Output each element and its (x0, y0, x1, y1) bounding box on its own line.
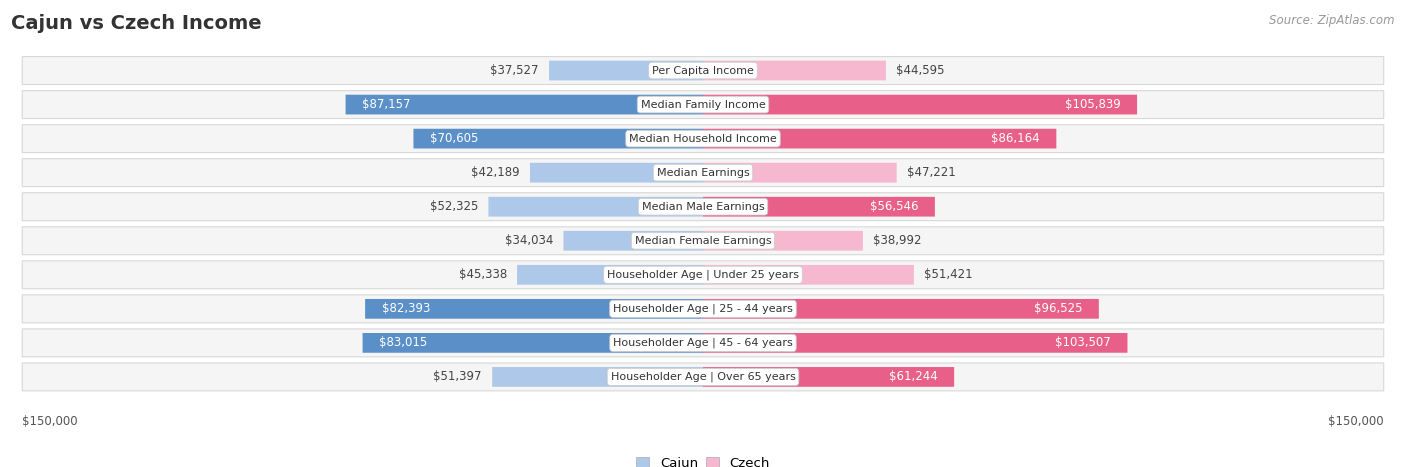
Text: $44,595: $44,595 (896, 64, 945, 77)
FancyBboxPatch shape (703, 231, 863, 251)
FancyBboxPatch shape (564, 231, 703, 251)
Text: $61,244: $61,244 (889, 370, 938, 383)
Text: $83,015: $83,015 (380, 336, 427, 349)
Text: $52,325: $52,325 (430, 200, 478, 213)
FancyBboxPatch shape (22, 57, 1384, 85)
FancyBboxPatch shape (703, 61, 886, 80)
FancyBboxPatch shape (488, 197, 703, 217)
Text: Householder Age | 45 - 64 years: Householder Age | 45 - 64 years (613, 338, 793, 348)
FancyBboxPatch shape (22, 193, 1384, 221)
Text: $38,992: $38,992 (873, 234, 922, 247)
FancyBboxPatch shape (413, 129, 703, 149)
FancyBboxPatch shape (22, 295, 1384, 323)
Text: Source: ZipAtlas.com: Source: ZipAtlas.com (1270, 14, 1395, 27)
Text: $47,221: $47,221 (907, 166, 956, 179)
Text: $86,164: $86,164 (991, 132, 1040, 145)
Text: $103,507: $103,507 (1056, 336, 1111, 349)
Text: $105,839: $105,839 (1064, 98, 1121, 111)
Text: Median Household Income: Median Household Income (628, 134, 778, 144)
Text: $96,525: $96,525 (1033, 302, 1083, 315)
Text: $82,393: $82,393 (381, 302, 430, 315)
FancyBboxPatch shape (703, 197, 935, 217)
FancyBboxPatch shape (492, 367, 703, 387)
FancyBboxPatch shape (550, 61, 703, 80)
Legend: Cajun, Czech: Cajun, Czech (636, 457, 770, 467)
Text: Householder Age | 25 - 44 years: Householder Age | 25 - 44 years (613, 304, 793, 314)
Text: $42,189: $42,189 (471, 166, 520, 179)
FancyBboxPatch shape (517, 265, 703, 285)
FancyBboxPatch shape (530, 163, 703, 183)
Text: Cajun vs Czech Income: Cajun vs Czech Income (11, 14, 262, 33)
Text: Median Male Earnings: Median Male Earnings (641, 202, 765, 212)
Text: $34,034: $34,034 (505, 234, 553, 247)
Text: $37,527: $37,527 (491, 64, 538, 77)
FancyBboxPatch shape (22, 227, 1384, 255)
FancyBboxPatch shape (22, 261, 1384, 289)
FancyBboxPatch shape (703, 367, 955, 387)
Text: Median Family Income: Median Family Income (641, 99, 765, 110)
FancyBboxPatch shape (363, 333, 703, 353)
Text: $70,605: $70,605 (430, 132, 478, 145)
FancyBboxPatch shape (22, 329, 1384, 357)
Text: Median Earnings: Median Earnings (657, 168, 749, 177)
FancyBboxPatch shape (703, 95, 1137, 114)
FancyBboxPatch shape (703, 265, 914, 285)
FancyBboxPatch shape (703, 299, 1099, 318)
Text: Median Female Earnings: Median Female Earnings (634, 236, 772, 246)
FancyBboxPatch shape (22, 125, 1384, 153)
Text: Householder Age | Under 25 years: Householder Age | Under 25 years (607, 269, 799, 280)
FancyBboxPatch shape (22, 159, 1384, 187)
FancyBboxPatch shape (22, 363, 1384, 391)
Text: $51,397: $51,397 (433, 370, 482, 383)
Text: $51,421: $51,421 (924, 268, 973, 281)
FancyBboxPatch shape (703, 163, 897, 183)
Text: $56,546: $56,546 (870, 200, 918, 213)
Text: $87,157: $87,157 (361, 98, 411, 111)
Text: $150,000: $150,000 (22, 415, 77, 428)
Text: $45,338: $45,338 (458, 268, 506, 281)
FancyBboxPatch shape (346, 95, 703, 114)
FancyBboxPatch shape (703, 333, 1128, 353)
Text: Householder Age | Over 65 years: Householder Age | Over 65 years (610, 372, 796, 382)
FancyBboxPatch shape (22, 91, 1384, 119)
Text: $150,000: $150,000 (1329, 415, 1384, 428)
FancyBboxPatch shape (703, 129, 1056, 149)
Text: Per Capita Income: Per Capita Income (652, 65, 754, 76)
FancyBboxPatch shape (366, 299, 703, 318)
